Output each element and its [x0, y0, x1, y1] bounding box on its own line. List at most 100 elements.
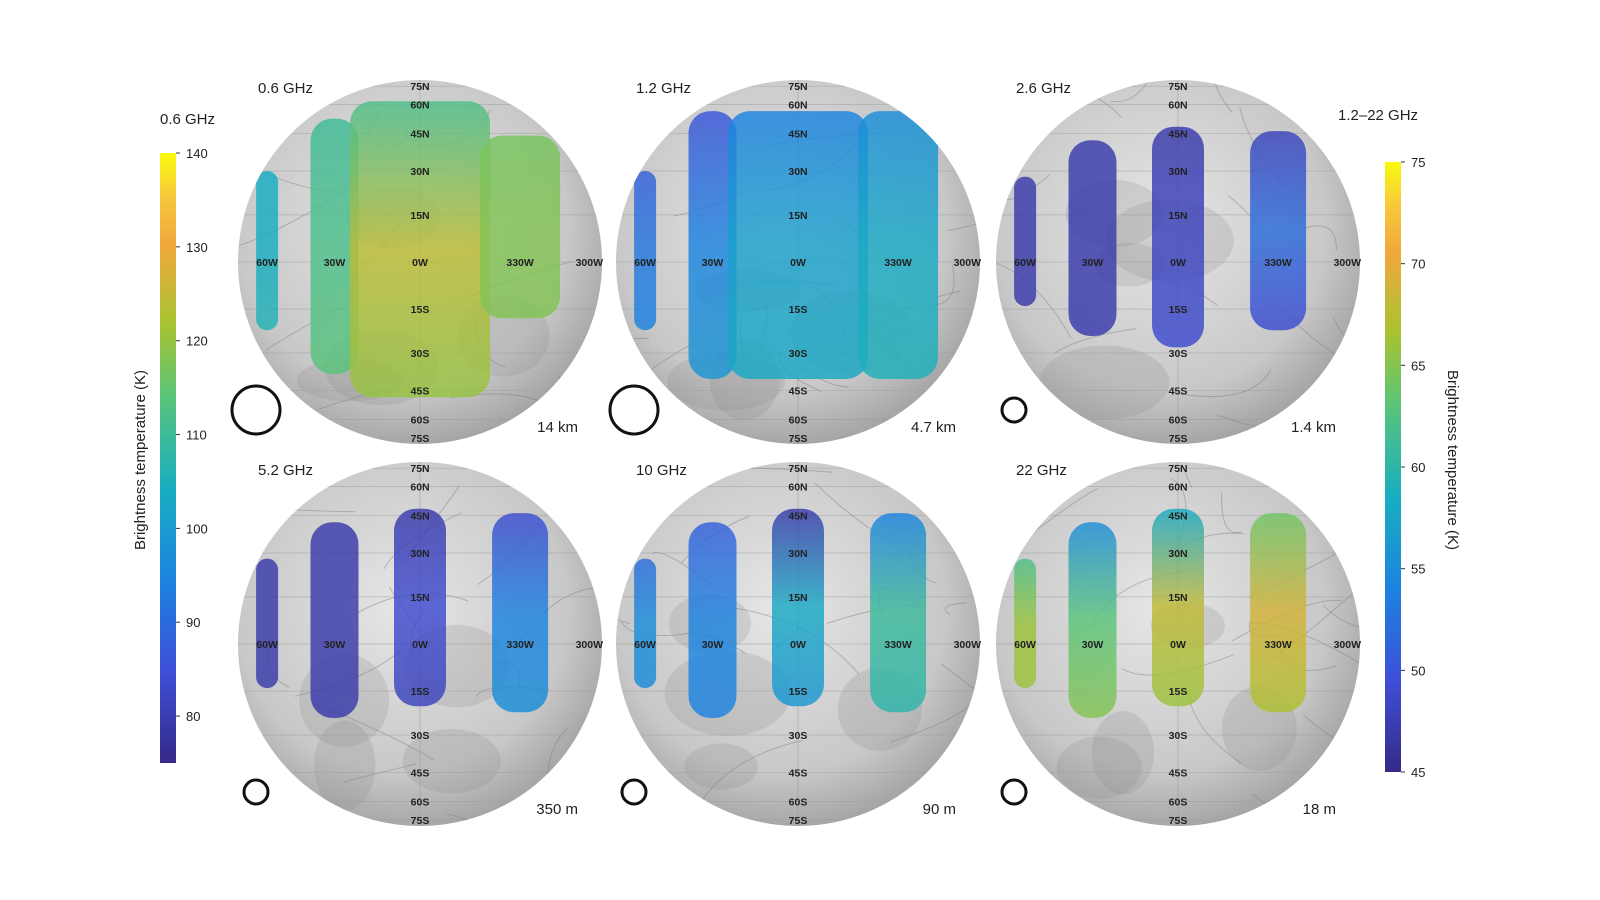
latitude-label: 60S [411, 797, 430, 809]
surface-lineament [616, 585, 631, 625]
colorbar-tick-label: 75 [1411, 155, 1425, 170]
surface-patch [402, 728, 501, 794]
brightness-strips [634, 508, 927, 718]
latitude-label: 60N [410, 99, 429, 111]
latitude-label: 75N [788, 81, 807, 93]
latitude-label: 75S [789, 433, 808, 445]
colorbar-tick-label: 50 [1411, 663, 1425, 678]
longitude-label: 300W [954, 639, 982, 651]
latitude-label: 75N [410, 81, 429, 93]
colorbar-tick-label: 45 [1411, 765, 1425, 780]
colorbar-left-title: 0.6 GHz [160, 111, 215, 128]
latitude-label: 15S [411, 304, 430, 316]
longitude-label: 30W [324, 639, 346, 651]
globe-panel: 75N 60N 45N 30N 15N 0W 15S 30S 45S 60S 75S 60W 30W 33… [238, 462, 603, 827]
latitude-label: 45S [411, 768, 430, 780]
surface-lineament [1178, 369, 1272, 398]
colorbar-left: 0.6 GHz 140 130 120 110 100 90 80 Brightness t… [132, 111, 215, 763]
brightness-strip [492, 513, 549, 713]
brightness-strips [256, 508, 549, 718]
latitude-label: 15N [410, 210, 429, 222]
latitude-label: 30N [788, 548, 807, 560]
longitude-label: 330W [884, 639, 912, 651]
latitude-label: 30N [1168, 166, 1187, 178]
surface-lineament [594, 548, 602, 574]
brightness-strip [728, 111, 868, 379]
latitude-label: 45N [410, 510, 429, 522]
surface-lineament [1054, 328, 1137, 354]
surface-patch [684, 743, 758, 790]
surface-lineament [1035, 413, 1044, 444]
latitude-label: 30N [788, 166, 807, 178]
longitude-label: 330W [1264, 639, 1292, 651]
latitude-label: 75S [411, 815, 430, 827]
globe-panel: 75N 60N 45N 30N 15N 0W 15S 30S 45S 60S 75S 60W 30W 33… [608, 80, 981, 445]
latitude-label: 75S [789, 815, 808, 827]
latitude-label: 30N [410, 548, 429, 560]
colorbar-right: 1.2–22 GHz 75 70 65 60 55 50 45 Brightness tem… [1338, 107, 1461, 780]
latitude-label: 60S [1169, 797, 1188, 809]
longitude-label: 30W [702, 639, 724, 651]
longitude-label: 330W [506, 639, 534, 651]
latitude-label: 15S [411, 686, 430, 698]
latitude-label: 30S [789, 348, 808, 360]
latitude-label: 45N [410, 128, 429, 140]
surface-patch [1056, 736, 1142, 799]
brightness-strip [1068, 522, 1117, 718]
globe-panel: 75N 60N 45N 30N 15N 0W 15S 30S 45S 60S 75S 60W 30W 33… [230, 80, 604, 445]
panel-frequency-label: 5.2 GHz [258, 462, 313, 479]
colorbar-right-ticks: 75 70 65 60 55 50 45 [1401, 155, 1425, 780]
surface-lineament [556, 374, 602, 398]
longitude-label: 60W [1014, 639, 1036, 651]
latitude-label: 60S [1169, 415, 1188, 427]
latitude-label: 45N [788, 128, 807, 140]
surface-lineament [616, 337, 650, 362]
brightness-strip [1068, 140, 1117, 336]
latitude-label: 75S [411, 433, 430, 445]
latitude-label: 75S [1169, 815, 1188, 827]
colorbar-right-title: 1.2–22 GHz [1338, 107, 1418, 124]
globe-panels: 75N 60N 45N 30N 15N 0W 15S 30S 45S 60S 75S 60W 30W 33… [230, 80, 1362, 827]
globe-panel: 75N 60N 45N 30N 15N 0W 15S 30S 45S 60S 75S 60W 30W 33… [996, 80, 1362, 445]
globe-panel: 75N 60N 45N 30N 15N 0W 15S 30S 45S 60S 75S 60W 30W 33… [616, 462, 982, 827]
latitude-label: 45N [1168, 128, 1187, 140]
colorbar-left-ticks: 140 130 120 110 100 90 80 [176, 146, 208, 724]
longitude-label: 330W [1264, 257, 1292, 269]
latitude-label: 45N [788, 510, 807, 522]
panel-scale-label: 18 m [1303, 801, 1336, 818]
brightness-strip [688, 522, 737, 718]
surface-patch [1039, 345, 1170, 420]
longitude-label: 300W [576, 257, 604, 269]
beam-footprint-circle [1000, 778, 1028, 806]
longitude-label: 300W [1334, 257, 1362, 269]
longitude-label: 300W [1334, 639, 1362, 651]
brightness-strip [1014, 558, 1037, 689]
surface-lineament [700, 740, 803, 803]
latitude-label: 45N [1168, 510, 1187, 522]
latitude-label: 45S [1169, 768, 1188, 780]
brightness-strip [350, 101, 490, 398]
brightness-strip [394, 508, 446, 707]
latitude-label: 45S [789, 768, 808, 780]
latitude-label: 0W [1170, 257, 1186, 269]
longitude-label: 330W [884, 257, 912, 269]
brightness-strip [858, 111, 939, 379]
latitude-label: 75S [1169, 433, 1188, 445]
colorbar-tick-label: 100 [186, 521, 208, 536]
latitude-label: 45S [411, 386, 430, 398]
latitude-label: 15S [1169, 304, 1188, 316]
longitude-label: 60W [1014, 257, 1036, 269]
longitude-label: 60W [634, 257, 656, 269]
brightness-strip [688, 111, 737, 379]
longitude-label: 60W [256, 639, 278, 651]
panel-frequency-label: 10 GHz [636, 462, 687, 479]
latitude-label: 15N [1168, 210, 1187, 222]
surface-lineament [948, 151, 980, 232]
brightness-strip [634, 171, 657, 331]
latitude-label: 15N [410, 592, 429, 604]
surface-lineament [944, 602, 967, 616]
surface-lineament [446, 813, 575, 826]
colorbar-tick-label: 130 [186, 240, 208, 255]
surface-patch [1091, 711, 1155, 795]
